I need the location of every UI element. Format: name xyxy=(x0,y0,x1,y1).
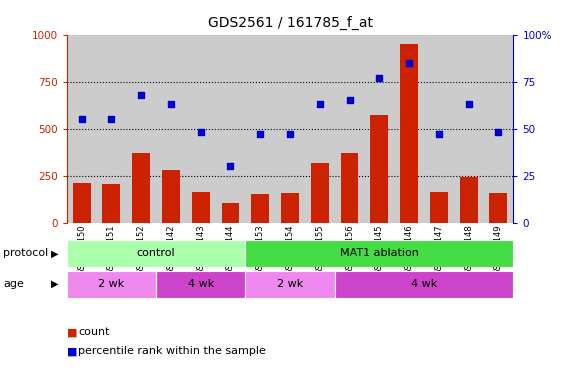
Bar xyxy=(340,153,358,223)
Point xyxy=(256,131,265,137)
Bar xyxy=(400,44,418,223)
Point xyxy=(285,131,295,137)
Point xyxy=(494,129,503,136)
Bar xyxy=(460,177,477,223)
Text: count: count xyxy=(78,327,110,337)
Bar xyxy=(335,271,513,298)
Bar xyxy=(251,194,269,223)
Text: ▶: ▶ xyxy=(52,248,59,258)
Text: ▶: ▶ xyxy=(52,279,59,289)
Bar xyxy=(67,271,156,298)
Text: 2 wk: 2 wk xyxy=(277,279,303,289)
Point xyxy=(196,129,205,136)
Bar xyxy=(490,193,508,223)
Bar xyxy=(311,162,329,223)
Point xyxy=(315,101,324,107)
Bar xyxy=(72,183,90,223)
Bar xyxy=(245,240,513,267)
Bar xyxy=(245,271,335,298)
Text: GDS2561 / 161785_f_at: GDS2561 / 161785_f_at xyxy=(208,15,372,30)
Text: protocol: protocol xyxy=(3,248,48,258)
Bar xyxy=(156,271,245,298)
Text: 4 wk: 4 wk xyxy=(187,279,214,289)
Text: MAT1 ablation: MAT1 ablation xyxy=(340,248,419,258)
Text: age: age xyxy=(3,279,24,289)
Bar xyxy=(103,184,120,223)
Bar xyxy=(222,203,240,223)
Bar xyxy=(192,192,209,223)
Bar xyxy=(162,170,180,223)
Point xyxy=(464,101,473,107)
Text: 2 wk: 2 wk xyxy=(98,279,125,289)
Point xyxy=(375,75,384,81)
Bar xyxy=(67,240,245,267)
Bar xyxy=(430,192,448,223)
Text: 4 wk: 4 wk xyxy=(411,279,437,289)
Bar xyxy=(281,193,299,223)
Point xyxy=(166,101,176,107)
Text: control: control xyxy=(137,248,175,258)
Point xyxy=(404,60,414,66)
Point xyxy=(226,163,235,169)
Point xyxy=(136,92,146,98)
Text: percentile rank within the sample: percentile rank within the sample xyxy=(78,346,266,356)
Bar xyxy=(132,153,150,223)
Point xyxy=(434,131,444,137)
Point xyxy=(107,116,116,122)
Text: ■: ■ xyxy=(67,327,77,337)
Point xyxy=(345,98,354,104)
Point xyxy=(77,116,86,122)
Text: ■: ■ xyxy=(67,346,77,356)
Bar xyxy=(371,116,388,223)
